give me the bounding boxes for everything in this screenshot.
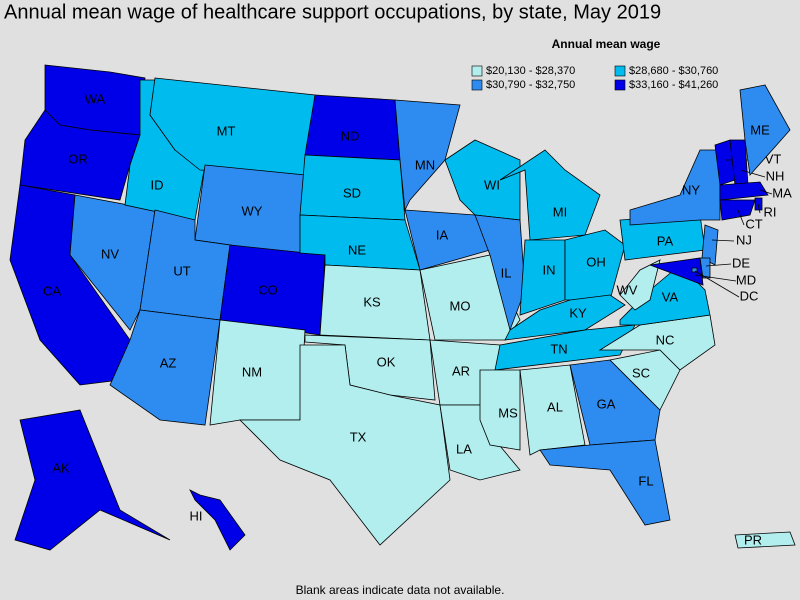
state-label: NC — [656, 332, 675, 347]
legend: $20,130 - $28,370 $28,680 - $30,760 $30,79… — [471, 65, 718, 91]
state-shape — [504, 294, 626, 341]
leader-line — [694, 270, 740, 298]
state-label: NE — [348, 242, 366, 257]
state-label: OR — [68, 151, 88, 166]
state-label: AL — [547, 399, 563, 414]
state-label: ID — [151, 177, 164, 192]
title: Annual mean wage of healthcare support o… — [4, 1, 661, 23]
state-shape — [189, 489, 246, 551]
state-label: SC — [632, 365, 650, 380]
leader-line — [737, 209, 745, 226]
state-label: MT — [217, 123, 236, 138]
state-label: SD — [343, 185, 361, 200]
legend-title: Annual mean wage — [552, 37, 661, 51]
state-label: TX — [350, 429, 367, 444]
state-shape — [619, 264, 711, 326]
state-label: AR — [452, 363, 470, 378]
state-label: DC — [740, 288, 759, 303]
state-shape — [629, 149, 721, 226]
state-shape — [239, 344, 451, 546]
state-label: HI — [190, 508, 203, 523]
state-shape — [569, 359, 661, 446]
state-label: CO — [258, 282, 278, 297]
state-label: NJ — [736, 232, 752, 247]
states: WA OR CA NV ID MT WY UT AZ CO NM ND SD NE KS OK TX MN IA MO… — [9, 64, 796, 551]
state-shape — [394, 99, 461, 212]
state-shape — [474, 214, 526, 332]
leader-line — [711, 239, 735, 242]
state-shape — [564, 229, 626, 301]
state-shape — [619, 259, 661, 311]
state-label: UT — [173, 263, 190, 278]
state-shape — [14, 409, 171, 551]
footnote: Blank areas indicate data not available. — [296, 583, 505, 597]
state-label: ME — [750, 122, 770, 137]
state-shape — [719, 181, 769, 201]
state-label: MI — [553, 204, 567, 219]
legend-label: $20,130 - $28,370 — [486, 65, 575, 77]
state-label: WI — [484, 177, 500, 192]
state-label: OH — [586, 254, 606, 269]
state-label: MO — [450, 298, 471, 313]
legend-label: $33,160 - $41,260 — [629, 79, 718, 91]
leader-line — [740, 169, 766, 178]
state-label: VA — [662, 289, 679, 304]
legend-swatch — [614, 79, 626, 91]
state-label: KS — [363, 294, 381, 309]
state-label: IL — [501, 265, 512, 280]
state-label: GA — [597, 396, 616, 411]
state-label: NM — [242, 364, 262, 379]
legend-label: $30,790 - $32,750 — [486, 79, 575, 91]
state-label: WV — [617, 282, 638, 297]
state-label: NH — [766, 168, 785, 183]
leader-line — [705, 263, 732, 267]
state-label: NY — [682, 182, 700, 197]
state-label: MD — [736, 272, 756, 287]
state-shape — [499, 149, 601, 241]
state-label: AZ — [160, 355, 177, 370]
state-shape — [754, 197, 763, 211]
state-label: CT — [745, 216, 762, 231]
state-shape — [719, 199, 756, 221]
state-shape — [539, 439, 671, 526]
state-label: MS — [498, 405, 518, 420]
state-label: CA — [43, 283, 61, 298]
state-label: PA — [657, 233, 674, 248]
state-label: WY — [242, 203, 263, 218]
state-shape — [444, 139, 521, 221]
leader-line — [694, 274, 737, 282]
state-label: IA — [436, 227, 449, 242]
leader-line — [757, 203, 761, 214]
state-label: IN — [543, 262, 556, 277]
state-label: KY — [569, 305, 587, 320]
state-label: AK — [52, 460, 70, 475]
state-label: VT — [765, 151, 782, 166]
legend-label: $28,680 - $30,760 — [629, 65, 718, 77]
state-label: MN — [415, 157, 435, 172]
state-shape — [734, 531, 796, 549]
legend-swatch — [471, 65, 483, 77]
state-shape — [649, 257, 704, 286]
leader-line — [759, 189, 773, 195]
state-label: OK — [377, 354, 396, 369]
state-shape — [739, 84, 791, 176]
state-label: ND — [341, 128, 360, 143]
legend-swatch — [471, 79, 483, 91]
state-label: PR — [744, 532, 762, 547]
state-label: MA — [772, 185, 792, 200]
state-label: TN — [550, 341, 567, 356]
state-shape — [479, 369, 521, 451]
state-label: NV — [101, 246, 119, 261]
legend-swatch — [614, 65, 626, 77]
state-label: WA — [85, 91, 106, 106]
state-label: FL — [638, 473, 653, 488]
state-label: LA — [456, 441, 472, 456]
state-label: DE — [732, 255, 750, 270]
state-shape — [699, 257, 711, 279]
state-label: RI — [764, 204, 777, 219]
